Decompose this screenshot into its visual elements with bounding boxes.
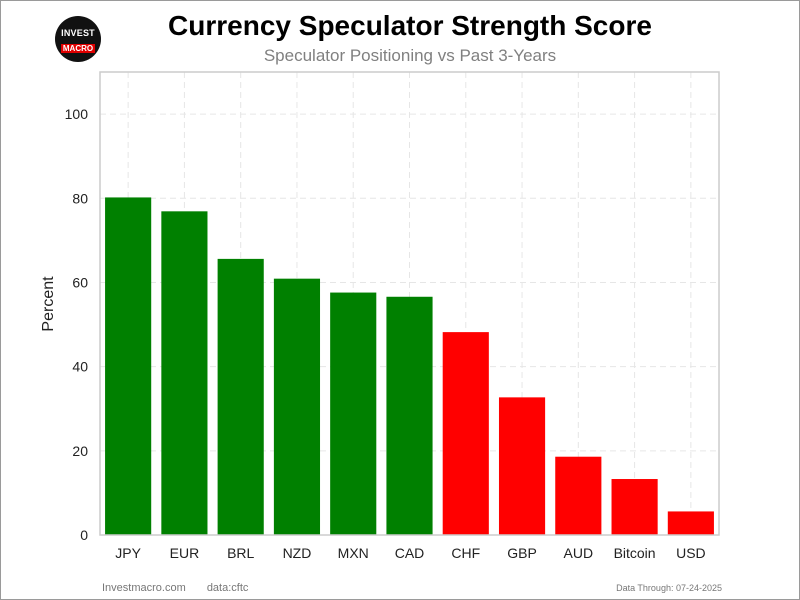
x-tick-label: EUR bbox=[170, 545, 200, 561]
x-tick-label: BRL bbox=[227, 545, 254, 561]
y-tick-label: 80 bbox=[72, 190, 88, 206]
bar-aud bbox=[555, 456, 602, 535]
y-tick-label: 60 bbox=[72, 274, 88, 290]
y-axis-label: Percent bbox=[40, 276, 57, 332]
y-tick-label: 20 bbox=[72, 443, 88, 459]
logo-line2: MACRO bbox=[60, 44, 96, 53]
x-tick-label: JPY bbox=[115, 545, 141, 561]
bar-nzd bbox=[273, 278, 321, 535]
bar-usd bbox=[667, 511, 714, 535]
x-tick-label: AUD bbox=[564, 545, 594, 561]
x-tick-label: GBP bbox=[507, 545, 537, 561]
chart-title: Currency Speculator Strength Score bbox=[168, 10, 652, 41]
x-tick-label: NZD bbox=[283, 545, 312, 561]
bar-bitcoin bbox=[611, 479, 658, 535]
bar-brl bbox=[217, 258, 264, 535]
footer-source: data:cftc bbox=[206, 582, 249, 594]
investmacro-logo: INVEST MACRO bbox=[55, 16, 101, 62]
y-tick-label: 40 bbox=[72, 359, 88, 375]
bar-mxn bbox=[330, 292, 377, 535]
bar-layer bbox=[105, 197, 714, 535]
footer-site: Investmacro.com bbox=[102, 582, 186, 594]
x-tick-label: CHF bbox=[451, 545, 480, 561]
bar-cad bbox=[386, 296, 433, 535]
x-tick-label: USD bbox=[676, 545, 706, 561]
bar-eur bbox=[161, 211, 208, 535]
bar-chf bbox=[442, 332, 489, 535]
x-tick-label: CAD bbox=[395, 545, 425, 561]
x-tick-label: MXN bbox=[338, 545, 369, 561]
footer-left: Investmacro.com data:cftc bbox=[102, 582, 266, 594]
bar-jpy bbox=[105, 197, 152, 535]
chart-subtitle: Speculator Positioning vs Past 3-Years bbox=[263, 46, 557, 65]
plot-border bbox=[99, 71, 720, 536]
bar-gbp bbox=[498, 397, 546, 535]
y-tick-label: 0 bbox=[80, 527, 88, 543]
x-tick-label: Bitcoin bbox=[614, 545, 656, 561]
y-tick-label: 100 bbox=[65, 106, 89, 122]
logo-line1: INVEST bbox=[61, 28, 95, 38]
footer-date: Data Through: 07-24-2025 bbox=[616, 583, 722, 593]
axis-layer: 0 20 40 60 80 100 JPY EUR BRL NZD MXN CAD CHF GBP AUD B… bbox=[65, 71, 720, 561]
